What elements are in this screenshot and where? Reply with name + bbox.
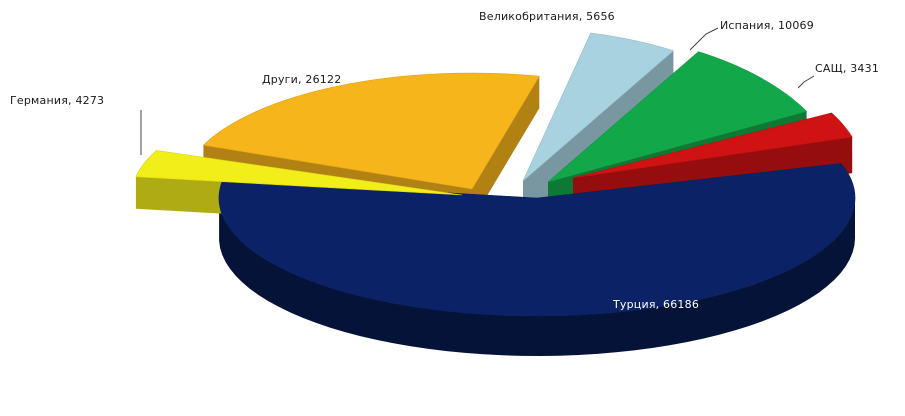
data-label-турция: Турция, 66186 bbox=[612, 298, 699, 311]
leader-line-испания bbox=[689, 27, 719, 51]
slice-други bbox=[202, 72, 540, 190]
leader-lines bbox=[140, 27, 815, 155]
slice-side-турция bbox=[219, 198, 856, 356]
slice-испания bbox=[547, 51, 808, 183]
slice-tops bbox=[135, 32, 856, 317]
slice-германия bbox=[135, 150, 463, 196]
data-labels: Турция, 66186 Германия, 4273 Други, 26122 В… bbox=[10, 10, 879, 311]
slice-великобритания bbox=[522, 32, 675, 182]
leader-line-сащ bbox=[797, 75, 815, 89]
slice-cut-face-други-2 bbox=[472, 76, 540, 221]
data-label-сащ: САЩ, 3431 bbox=[815, 62, 879, 75]
slice-сащ bbox=[572, 112, 853, 179]
data-label-великобритания: Великобритания, 5656 bbox=[479, 10, 615, 23]
slice-турция bbox=[218, 163, 856, 317]
data-label-други: Други, 26122 bbox=[262, 73, 341, 86]
data-label-испания: Испания, 10069 bbox=[720, 19, 814, 32]
data-label-германия: Германия, 4273 bbox=[10, 94, 104, 107]
